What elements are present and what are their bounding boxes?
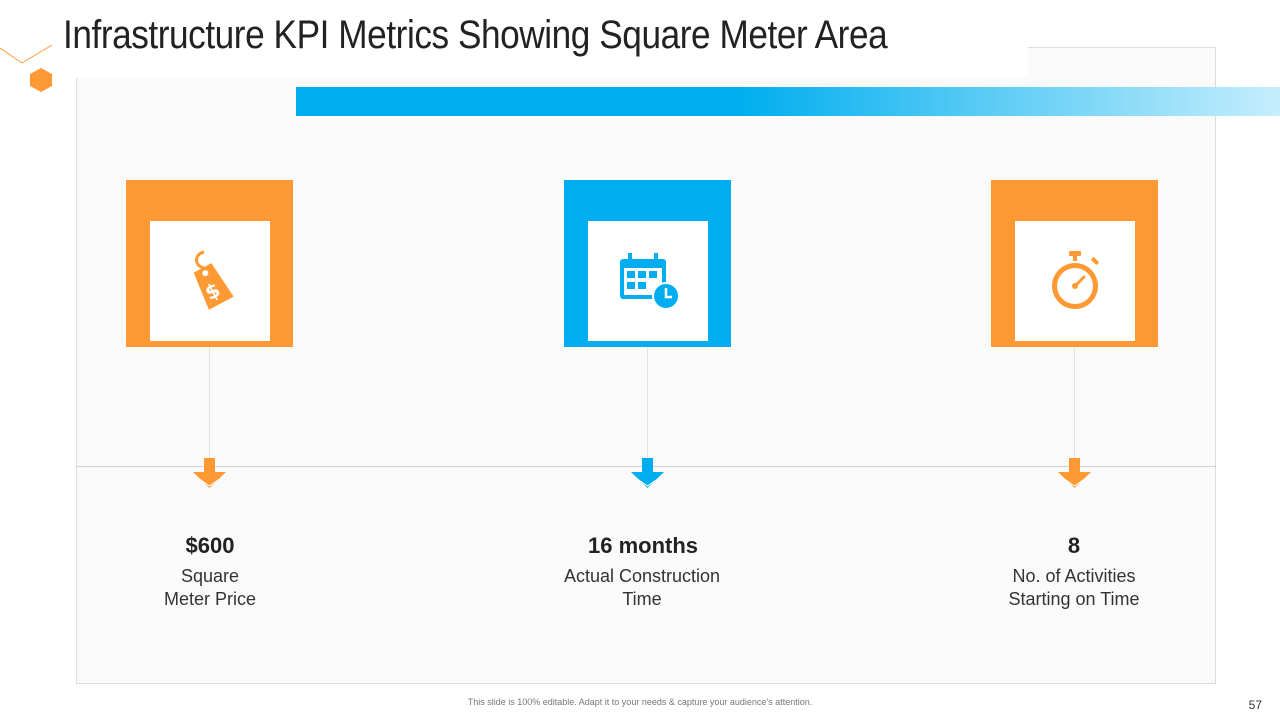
- connector-line: [209, 347, 210, 459]
- kpi-activities-on-time: 8 No. of Activities Starting on Time: [991, 180, 1159, 609]
- kpi-label: Square Meter Price: [60, 565, 360, 611]
- kpi-label-line: No. of Activities: [1012, 566, 1136, 586]
- kpi-label-line: Meter Price: [163, 589, 257, 609]
- kpi-label-line: Starting on Time: [1008, 589, 1140, 609]
- kpi-actual-construction-time: 16 months Actual Construction Time: [564, 180, 732, 609]
- title-backdrop: [56, 0, 1028, 78]
- kpi-value: $600: [185, 533, 235, 558]
- slide-title: Infrastructure KPI Metrics Showing Squar…: [63, 13, 888, 57]
- kpi-label-line: Square: [180, 566, 240, 586]
- connector-line: [1074, 347, 1075, 459]
- kpi-tile-inner: [1015, 221, 1135, 341]
- footer-note: This slide is 100% editable. Adapt it to…: [467, 697, 813, 707]
- kpi-label-line: Time: [622, 589, 662, 609]
- kpi-label-line: Actual Construction: [563, 566, 721, 586]
- calendar-clock-icon: [620, 253, 680, 310]
- arrow-down-icon: [631, 458, 664, 488]
- kpi-tile: [564, 180, 731, 347]
- kpi-value: 16 months: [587, 533, 699, 558]
- arrow-down-icon: [193, 458, 226, 488]
- kpi-label: Actual Construction Time: [492, 565, 792, 611]
- accent-bar: [296, 87, 1280, 116]
- kpi-tile-inner: $: [150, 221, 270, 341]
- connector-line: [647, 347, 648, 459]
- kpi-value: 8: [1067, 533, 1081, 558]
- price-tag-icon: $: [193, 250, 234, 310]
- stopwatch-icon: [1052, 251, 1099, 309]
- kpi-label: No. of Activities Starting on Time: [924, 565, 1224, 611]
- kpi-tile-inner: [588, 221, 708, 341]
- page-number: 57: [1248, 698, 1262, 712]
- kpi-tile: $: [126, 180, 293, 347]
- arrow-down-icon: [1058, 458, 1091, 488]
- content-panel: [76, 47, 1216, 684]
- kpi-square-meter-price: $ $600 Square Meter Price: [126, 180, 294, 609]
- kpi-tile: [991, 180, 1158, 347]
